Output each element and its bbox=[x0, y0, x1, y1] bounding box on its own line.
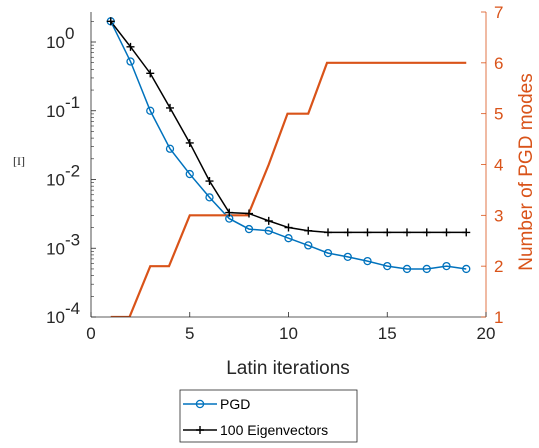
y-left-tick-label: 10 bbox=[46, 102, 65, 121]
point-100-eigenvectors bbox=[403, 228, 411, 237]
point-100-eigenvectors bbox=[166, 103, 174, 112]
point-pgd bbox=[284, 234, 293, 243]
point-100-eigenvectors bbox=[324, 228, 332, 237]
series-line-100-eigenvectors bbox=[110, 20, 467, 234]
legend-box bbox=[179, 389, 358, 443]
legend-marker-pgd bbox=[195, 399, 205, 409]
point-pgd bbox=[383, 261, 392, 271]
legend-label-pgd: PGD bbox=[220, 396, 250, 412]
point-pgd bbox=[323, 248, 333, 258]
y-left-tick-label: 10 bbox=[46, 239, 65, 258]
point-pgd bbox=[264, 226, 273, 235]
y-axis-right-title: Number of PGD modes bbox=[516, 73, 537, 270]
point-pgd bbox=[363, 256, 372, 266]
point-100-eigenvectors bbox=[205, 177, 214, 186]
point-pgd bbox=[185, 169, 194, 179]
point-100-eigenvectors bbox=[185, 138, 194, 147]
y-left-tick-exponent: 0 bbox=[65, 24, 74, 43]
point-pgd bbox=[126, 57, 135, 66]
x-axis-title: Latin iterations bbox=[226, 358, 350, 379]
y-right-tick-label: 4 bbox=[494, 156, 503, 175]
y-axis-left-title: [I] bbox=[13, 154, 25, 168]
point-pgd bbox=[146, 106, 155, 115]
y-left-tick-exponent: -2 bbox=[65, 162, 80, 181]
legend-marker-eigenvectors bbox=[196, 426, 204, 434]
y-left-tick-exponent: -3 bbox=[65, 230, 80, 249]
point-100-eigenvectors bbox=[146, 69, 155, 78]
series-line-modes bbox=[110, 61, 467, 317]
y-left-tick-label: 10 bbox=[46, 308, 65, 327]
point-pgd bbox=[304, 241, 313, 250]
point-100-eigenvectors bbox=[126, 42, 135, 51]
y-right-tick-label: 3 bbox=[494, 206, 503, 225]
series-group bbox=[110, 20, 467, 317]
legend-label-eigenvectors: 100 Eigenvectors bbox=[220, 422, 328, 438]
point-pgd bbox=[442, 261, 451, 271]
y-left-tick-exponent: -4 bbox=[65, 299, 80, 318]
y-right-tick-label: 6 bbox=[494, 54, 503, 73]
point-pgd bbox=[402, 264, 412, 274]
legend: PGD 100 Eigenvectors bbox=[179, 389, 358, 443]
point-100-eigenvectors bbox=[245, 209, 253, 218]
legend-entry-pgd: PGD bbox=[183, 396, 250, 412]
point-pgd bbox=[422, 264, 431, 274]
point-pgd bbox=[343, 252, 352, 261]
point-100-eigenvectors bbox=[304, 226, 313, 235]
point-100-eigenvectors bbox=[363, 228, 372, 237]
plot-area bbox=[106, 17, 471, 317]
y-right-tick-label: 2 bbox=[494, 257, 503, 276]
legend-entry-eigenvectors: 100 Eigenvectors bbox=[183, 422, 328, 438]
y-left-tick-exponent: -1 bbox=[65, 93, 80, 112]
y-right-tick-label: 7 bbox=[494, 3, 503, 22]
point-100-eigenvectors bbox=[264, 216, 273, 225]
y-left-tick-label: 10 bbox=[46, 171, 65, 190]
point-100-eigenvectors bbox=[284, 223, 293, 232]
y-right-tick-label: 1 bbox=[494, 308, 503, 327]
x-tick-label: 10 bbox=[279, 324, 298, 343]
point-pgd bbox=[165, 144, 175, 153]
point-100-eigenvectors bbox=[462, 228, 471, 237]
y-right-tick-label: 5 bbox=[494, 105, 503, 124]
point-100-eigenvectors bbox=[343, 228, 352, 237]
point-100-eigenvectors bbox=[383, 228, 392, 237]
x-tick-label: 15 bbox=[378, 324, 397, 343]
axes bbox=[90, 12, 487, 318]
series-line-pgd bbox=[110, 20, 467, 270]
point-pgd bbox=[244, 224, 254, 234]
x-tick-label: 5 bbox=[185, 324, 194, 343]
x-tick-label: 20 bbox=[477, 324, 496, 343]
point-100-eigenvectors bbox=[225, 208, 234, 217]
point-100-eigenvectors bbox=[442, 228, 451, 237]
y-left-tick-label: 10 bbox=[46, 33, 65, 52]
point-100-eigenvectors bbox=[422, 228, 431, 237]
x-tick-label: 0 bbox=[86, 324, 95, 343]
point-pgd bbox=[462, 264, 471, 274]
point-100-eigenvectors bbox=[106, 17, 115, 26]
point-pgd bbox=[205, 193, 214, 202]
